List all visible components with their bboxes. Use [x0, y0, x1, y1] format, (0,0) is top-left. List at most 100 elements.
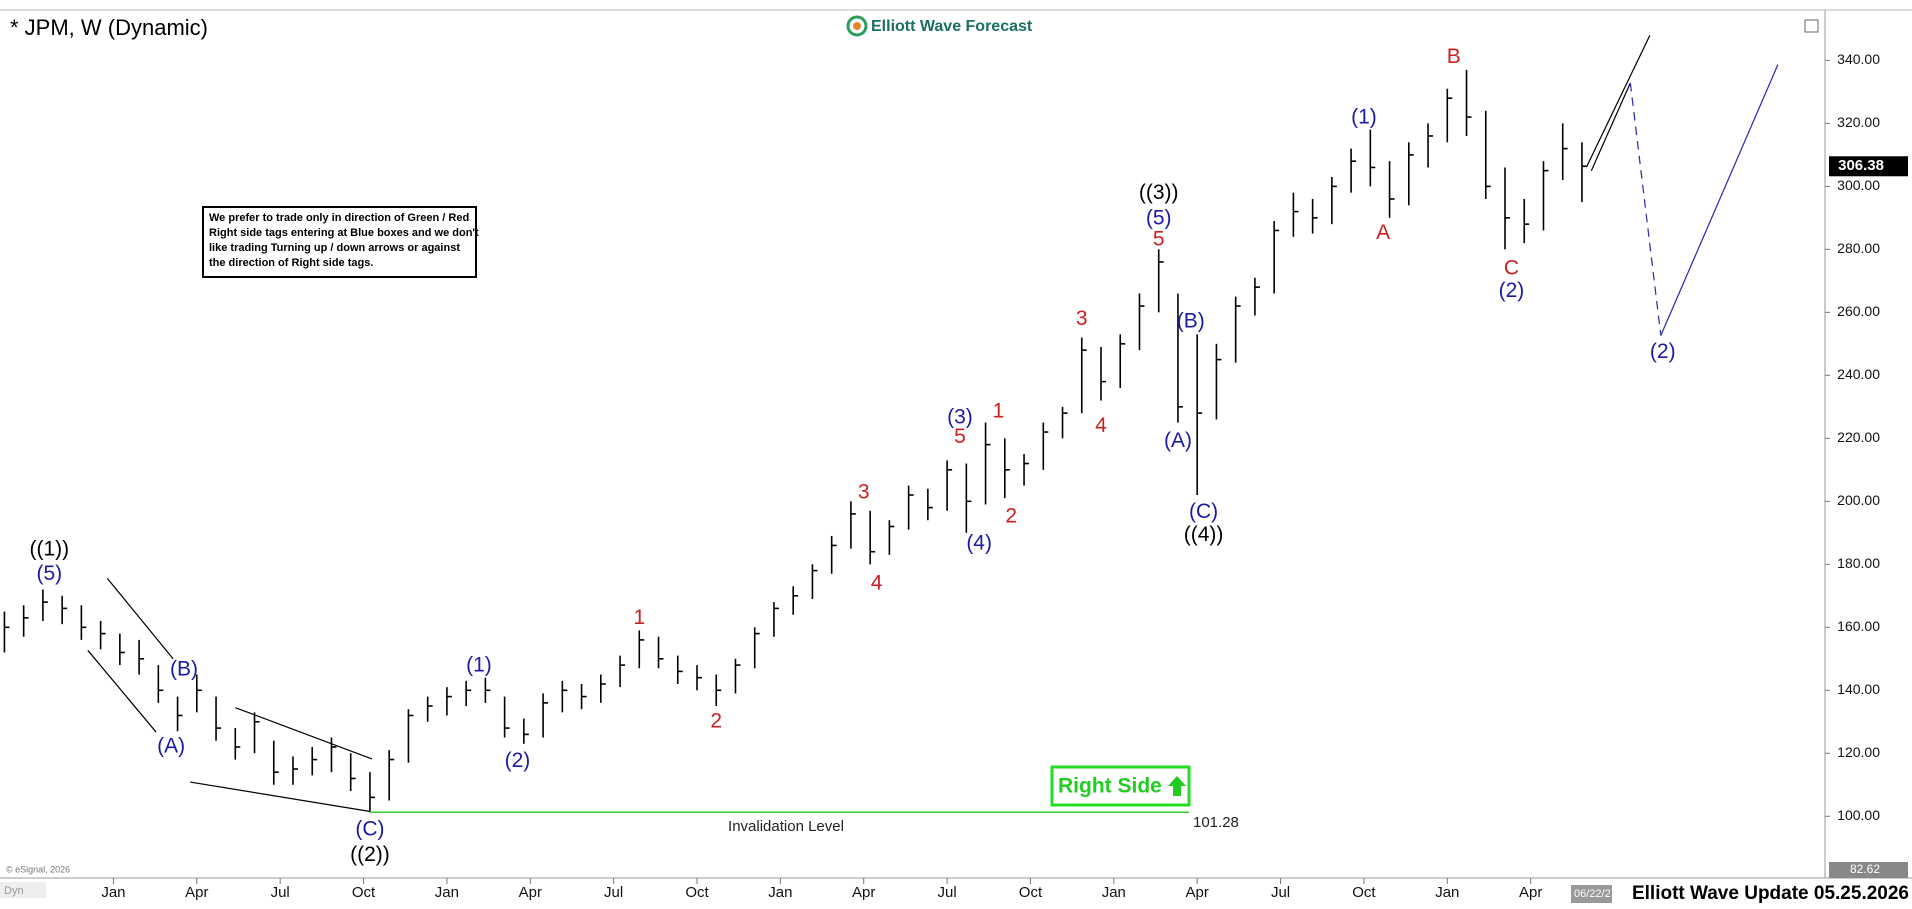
logo-text: Elliott Wave Forecast: [871, 18, 1033, 35]
dyn-box: [0, 882, 46, 898]
wave-label: C: [1504, 257, 1519, 280]
note-border: [202, 206, 477, 278]
right-side-tag: Right Side: [1050, 765, 1191, 807]
y-tick-label: 340.00: [1837, 51, 1880, 67]
update-text: Elliott Wave Update 05.25.2026: [1632, 883, 1909, 904]
note-box: We prefer to trade only in direction of …: [202, 206, 479, 278]
logo: Elliott Wave Forecast: [846, 15, 1033, 37]
x-tick-label: Apr: [852, 884, 875, 901]
invalidation-label: Invalidation Level: [728, 818, 844, 835]
x-tick-label: Jan: [435, 884, 459, 901]
wave-label: 1: [633, 606, 645, 629]
wave-label: (A): [1164, 429, 1192, 452]
wave-label: 5: [1153, 227, 1165, 250]
x-tick-label: Jan: [1102, 884, 1126, 901]
dyn-label: Dyn: [4, 885, 24, 897]
y-tick-label: 160.00: [1837, 618, 1880, 634]
wave-label: 4: [871, 572, 883, 595]
copyright: © eSignal, 2026: [6, 864, 70, 874]
wave-label: (A): [157, 735, 185, 758]
projection-line: [1585, 35, 1651, 168]
wave-label: (2): [1499, 279, 1525, 302]
y-tick-label: 280.00: [1837, 240, 1880, 256]
x-tick-label: Jul: [1271, 884, 1290, 901]
last-price-box: [1829, 156, 1908, 177]
projection-line: [1660, 64, 1779, 336]
wave-label: (5): [36, 562, 62, 585]
y-tick-label: 180.00: [1837, 555, 1880, 571]
wave-label: (5): [1146, 207, 1172, 230]
y-tick-label: 200.00: [1837, 492, 1880, 508]
trend-lines: [87, 35, 1779, 812]
chart-title: * JPM, W (Dynamic): [10, 15, 208, 40]
wave-label: 3: [1076, 307, 1088, 330]
wave-label: B: [1447, 45, 1461, 68]
wave-label: (B): [170, 657, 198, 680]
y-tick-label: 320.00: [1837, 114, 1880, 130]
tag-text: Right Side: [1058, 775, 1162, 798]
channel-line: [106, 577, 174, 660]
wave-label: A: [1376, 221, 1390, 244]
wave-label: (C): [355, 817, 384, 840]
wedge-line: [235, 707, 373, 760]
x-tick-label: Oct: [685, 884, 709, 901]
y-tick-label: 240.00: [1837, 366, 1880, 382]
wave-label: (1): [1351, 105, 1377, 128]
wave-label: ((3)): [1139, 181, 1179, 204]
x-tick-label: Oct: [1019, 884, 1043, 901]
tag-arrow: [1168, 776, 1186, 796]
last-price-label: 306.38: [1838, 157, 1884, 174]
projection-line: [1590, 82, 1631, 172]
x-tick-label: Jul: [271, 884, 290, 901]
footer: © eSignal, 2026 Dyn 06/22/2 Elliott Wave…: [0, 864, 1912, 909]
note-line: like trading Turning up / down arrows or…: [209, 242, 460, 254]
x-tick-label: Apr: [1519, 884, 1542, 901]
x-tick-label: Jan: [768, 884, 792, 901]
wave-label: 3: [858, 480, 870, 503]
y-tick-label: 220.00: [1837, 429, 1880, 445]
wave-label: (3): [947, 406, 973, 429]
x-tick-label: Apr: [1186, 884, 1209, 901]
wedge-line: [190, 781, 370, 812]
channel-line: [87, 649, 157, 733]
x-tick-label: Oct: [1352, 884, 1376, 901]
wave-label: (2): [1650, 340, 1676, 363]
y-tick-label: 260.00: [1837, 303, 1880, 319]
wave-label: 2: [710, 710, 722, 733]
wave-label: 5: [954, 425, 966, 448]
wave-label: (4): [966, 531, 992, 554]
x-tick-label: Jul: [604, 884, 623, 901]
wave-label: (2): [505, 749, 531, 772]
wave-label: ((1)): [29, 538, 69, 561]
x-tick-label: Jan: [101, 884, 125, 901]
wave-label: ((4)): [1184, 523, 1224, 546]
x-tick-label: Jul: [938, 884, 957, 901]
y-tick-label: 300.00: [1837, 177, 1880, 193]
note-line: the direction of Right side tags.: [209, 257, 373, 269]
projection-dashed: [1629, 82, 1662, 336]
tag-border: [1050, 765, 1191, 807]
y-tick-label: 140.00: [1837, 681, 1880, 697]
date-box: [1571, 885, 1616, 903]
x-tick-label: Apr: [185, 884, 208, 901]
invalidation-value: 101.28: [1193, 814, 1239, 831]
update-bg: [1612, 880, 1912, 909]
wave-label: (1): [466, 654, 492, 677]
wave-label: 2: [1005, 505, 1017, 528]
note-line: Right side tags entering at Blue boxes a…: [209, 227, 479, 239]
axis-min-box: [1829, 862, 1908, 878]
date-box-text: 06/22/2: [1574, 888, 1611, 900]
x-tick-label: Jan: [1435, 884, 1459, 901]
x-tick-label: Oct: [352, 884, 376, 901]
wave-label: 4: [1095, 414, 1107, 437]
wave-label: (C): [1189, 500, 1218, 523]
wave-label: 1: [993, 400, 1005, 423]
wave-label: ((2)): [350, 843, 390, 866]
axis-min-label: 82.62: [1850, 862, 1880, 876]
y-tick-label: 120.00: [1837, 744, 1880, 760]
x-tick-label: Apr: [519, 884, 542, 901]
y-tick-label: 100.00: [1837, 807, 1880, 823]
